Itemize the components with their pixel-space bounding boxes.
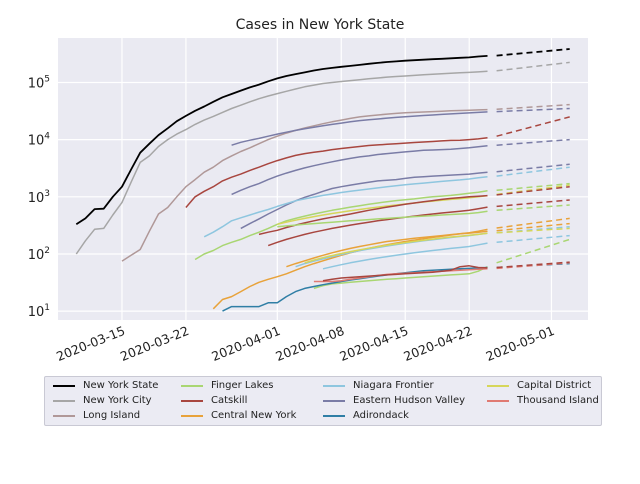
legend-swatch bbox=[53, 414, 75, 417]
x-tick-label: 2020-03-22 bbox=[118, 323, 191, 364]
plot-area bbox=[58, 38, 588, 320]
legend-swatch bbox=[181, 399, 203, 402]
series-layer bbox=[75, 48, 570, 312]
x-tick-label: 2020-04-15 bbox=[337, 323, 410, 364]
y-tick-label: 103 bbox=[28, 189, 50, 206]
x-tick-label: 2020-04-08 bbox=[273, 323, 346, 364]
legend-label: Long Island bbox=[83, 410, 141, 421]
series-line bbox=[121, 108, 488, 262]
series-line bbox=[231, 145, 488, 196]
legend-item: Central New York bbox=[181, 410, 296, 421]
series-projection bbox=[496, 222, 570, 232]
legend-label: New York City bbox=[83, 395, 152, 406]
legend-item: Finger Lakes bbox=[181, 380, 273, 391]
legend-item: Long Island bbox=[53, 410, 140, 421]
series-projection bbox=[496, 48, 570, 57]
legend-swatch bbox=[323, 414, 345, 417]
legend: New York State New York City Long Island Fi… bbox=[44, 376, 602, 426]
series-line bbox=[304, 232, 488, 264]
series-line bbox=[322, 242, 488, 270]
series-line bbox=[313, 266, 488, 290]
legend-swatch bbox=[181, 384, 203, 387]
legend-label: Niagara Frontier bbox=[353, 380, 434, 391]
series-projection bbox=[496, 163, 570, 173]
x-tick-label: 2020-05-01 bbox=[484, 323, 557, 364]
series-line bbox=[277, 194, 488, 226]
series-projection bbox=[496, 107, 570, 113]
series-projection bbox=[496, 182, 570, 192]
series-projection bbox=[496, 204, 570, 212]
series-projection bbox=[496, 185, 570, 196]
legend-label: Central New York bbox=[211, 410, 297, 421]
series-line bbox=[267, 206, 488, 247]
legend-item: New York State bbox=[53, 380, 158, 391]
legend-item: Thousand Island bbox=[487, 395, 599, 406]
legend-label: Capital District bbox=[517, 380, 592, 391]
legend-item: Capital District bbox=[487, 380, 591, 391]
y-tick-label: 104 bbox=[28, 132, 51, 149]
series-projection bbox=[496, 166, 570, 177]
series-line bbox=[240, 171, 488, 230]
legend-item: Adirondack bbox=[323, 410, 409, 421]
series-line bbox=[203, 175, 488, 238]
y-axis: 101 102 103 104 105 bbox=[28, 74, 51, 320]
legend-item: Catskill bbox=[181, 395, 247, 406]
x-tick-label: 2020-03-15 bbox=[54, 323, 127, 364]
series-line bbox=[194, 189, 488, 261]
legend-label: Catskill bbox=[211, 395, 248, 406]
chart-title: Cases in New York State bbox=[236, 17, 405, 33]
series-line bbox=[322, 265, 488, 282]
series-line bbox=[277, 210, 488, 228]
series-projection bbox=[496, 238, 570, 264]
legend-label: Thousand Island bbox=[517, 395, 599, 406]
series-line bbox=[185, 136, 488, 208]
series-projection bbox=[496, 234, 570, 244]
series-line bbox=[75, 70, 488, 255]
legend-swatch bbox=[323, 399, 345, 402]
legend-swatch bbox=[323, 384, 345, 387]
legend-item: New York City bbox=[53, 395, 152, 406]
legend-swatch bbox=[487, 384, 509, 387]
legend-swatch bbox=[53, 384, 75, 387]
legend-item: Niagara Frontier bbox=[323, 380, 434, 391]
series-projection bbox=[496, 103, 570, 111]
legend-item: Eastern Hudson Valley bbox=[323, 395, 465, 406]
legend-label: New York State bbox=[83, 380, 159, 391]
series-projection bbox=[496, 227, 570, 234]
series-projection bbox=[496, 217, 570, 229]
grid-layer bbox=[58, 38, 588, 320]
series-projection bbox=[496, 261, 570, 269]
legend-swatch bbox=[53, 399, 75, 402]
y-tick-label: 105 bbox=[28, 74, 50, 91]
series-line bbox=[75, 55, 488, 226]
y-tick-label: 101 bbox=[28, 303, 50, 320]
legend-label: Adirondack bbox=[353, 410, 409, 421]
series-line bbox=[286, 230, 488, 268]
series-line bbox=[231, 111, 488, 146]
series-projection bbox=[496, 199, 570, 208]
legend-swatch bbox=[181, 414, 203, 417]
series-projection bbox=[496, 61, 570, 72]
legend-label: Eastern Hudson Valley bbox=[353, 395, 466, 406]
legend-label: Finger Lakes bbox=[211, 380, 274, 391]
series-projection bbox=[496, 138, 570, 146]
series-projection bbox=[496, 116, 570, 137]
legend-swatch bbox=[487, 399, 509, 402]
x-tick-label: 2020-04-22 bbox=[401, 323, 474, 364]
y-tick-label: 102 bbox=[28, 246, 50, 263]
x-tick-label: 2020-04-01 bbox=[209, 323, 282, 364]
